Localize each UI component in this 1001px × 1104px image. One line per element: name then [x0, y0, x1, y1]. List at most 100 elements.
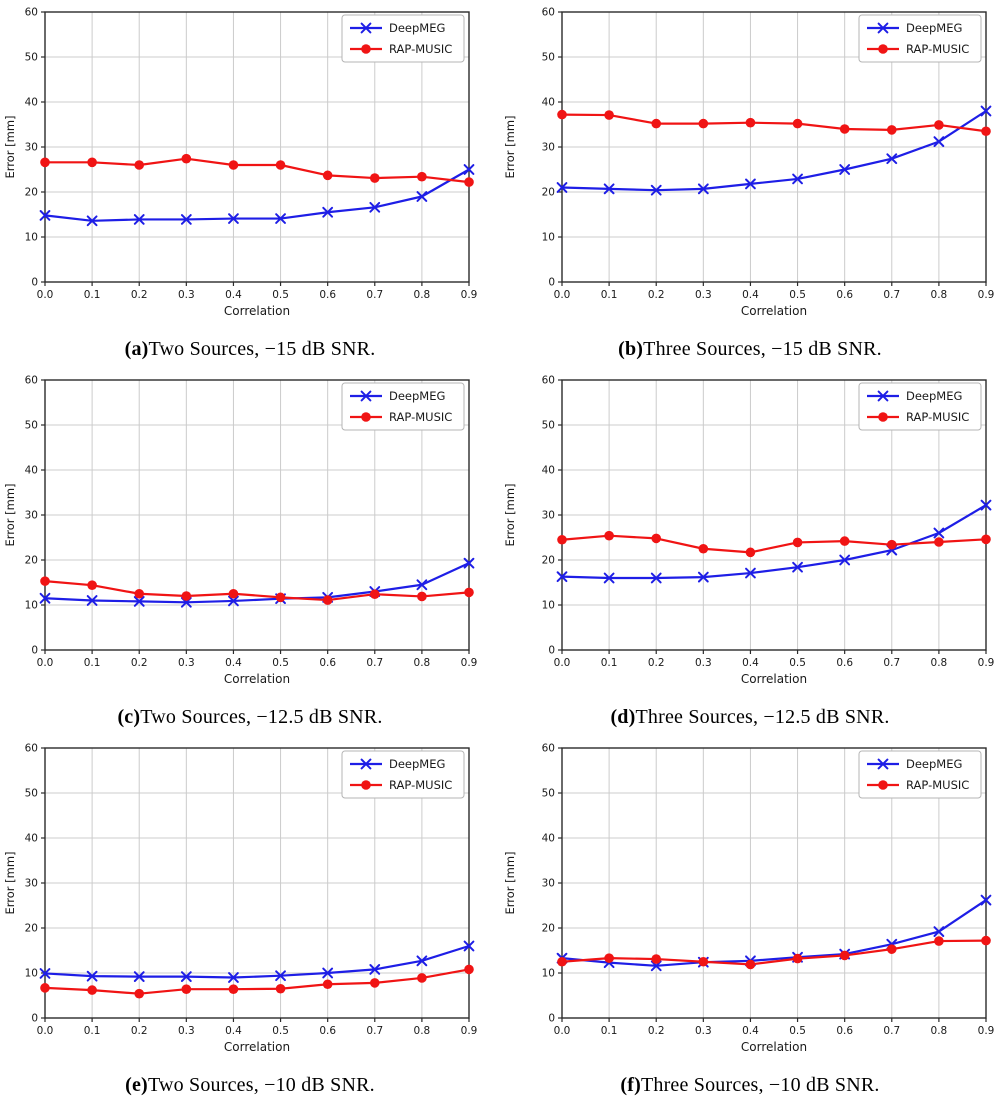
series-rap-music — [40, 964, 474, 999]
series-marker — [275, 983, 286, 994]
legend-label: RAP-MUSIC — [906, 42, 969, 56]
series-marker — [839, 124, 850, 134]
series-deepmeg — [39, 557, 475, 608]
series-marker — [180, 214, 192, 225]
series-marker — [980, 499, 992, 511]
legend: DeepMEG RAP-MUSIC — [858, 382, 982, 431]
legend-sample-marker — [877, 22, 889, 34]
y-axis-label: Error [mm] — [3, 851, 17, 914]
y-tick-label: 60 — [25, 7, 38, 19]
series-marker — [417, 591, 427, 602]
legend-sample-marker — [360, 22, 372, 34]
series-marker — [934, 120, 944, 130]
chart-f: 0 10 20 30 40 50 60 0.0 0.1 0.2 0.3 0.4 0.5 0.6 0.7 0.8… — [503, 743, 994, 1055]
tick-labels: 0 10 20 30 40 50 60 0.0 0.1 0.2 0.3 0.4 0.5 0.6 0.7 0.8… — [542, 375, 995, 670]
legend-box — [341, 750, 465, 799]
series-marker — [934, 537, 944, 547]
x-tick-label: 0.4 — [742, 657, 759, 669]
series-marker — [322, 206, 334, 218]
series-marker — [980, 894, 992, 906]
y-tick-label: 10 — [542, 232, 555, 244]
x-tick-label: 0.4 — [225, 1025, 242, 1037]
series-marker — [228, 972, 239, 983]
plot-border — [44, 747, 470, 1019]
series-marker — [886, 944, 897, 954]
x-tick-label: 0.5 — [272, 289, 289, 301]
series-marker — [322, 170, 333, 181]
y-tick-label: 20 — [542, 187, 555, 199]
legend-label: DeepMEG — [389, 389, 445, 403]
series-marker — [933, 136, 945, 147]
x-tick-label: 0.4 — [225, 657, 242, 669]
legend-label: RAP-MUSIC — [906, 778, 969, 792]
x-tick-label: 0.3 — [178, 289, 195, 301]
x-tick-label: 0.1 — [84, 1025, 101, 1037]
caption-f: (f) Three Sources, −10 dB SNR. — [620, 1066, 879, 1104]
y-tick-label: 0 — [31, 277, 38, 289]
figure-row-3: 0 10 20 30 40 50 60 0.0 0.1 0.2 0.3 0.4 0.5 0.6 0.7 0.8… — [0, 736, 1001, 1104]
x-tick-label: 0.0 — [37, 1025, 54, 1037]
y-tick-label: 40 — [542, 97, 555, 109]
legend-label: RAP-MUSIC — [389, 410, 452, 424]
x-tick-label: 0.6 — [836, 289, 853, 301]
series-marker — [133, 971, 145, 982]
series-marker — [603, 183, 615, 195]
chart-d: 0 10 20 30 40 50 60 0.0 0.1 0.2 0.3 0.4 0.5 0.6 0.7 0.8… — [503, 375, 995, 687]
x-tick-label: 0.4 — [742, 1025, 759, 1037]
x-tick-label: 0.3 — [695, 289, 712, 301]
series-marker — [651, 533, 662, 544]
tick-labels: 0 10 20 30 40 50 60 0.0 0.1 0.2 0.3 0.4 0.5 0.6 0.7 0.8… — [542, 7, 995, 302]
series-marker — [650, 184, 662, 196]
series-marker — [134, 160, 145, 170]
chart-panel-f: 0 10 20 30 40 50 60 0.0 0.1 0.2 0.3 0.4 0.5 0.6 0.7 0.8… — [500, 736, 1000, 1104]
series-marker — [133, 214, 145, 225]
tick-labels: 0 10 20 30 40 50 60 0.0 0.1 0.2 0.3 0.4 0.5 0.6 0.7 0.8… — [25, 375, 478, 670]
x-tick-label: 0.5 — [272, 657, 289, 669]
legend-box — [858, 382, 982, 431]
series-marker — [604, 530, 614, 541]
y-tick-label: 30 — [25, 142, 38, 154]
series-marker — [134, 588, 145, 599]
series-deepmeg — [556, 105, 992, 196]
x-tick-label: 0.2 — [648, 657, 665, 669]
series-line — [561, 939, 987, 966]
series-line — [44, 944, 470, 979]
legend-sample-marker — [877, 758, 889, 770]
y-tick-label: 30 — [25, 878, 38, 890]
legend-sample-marker — [877, 390, 889, 402]
legend-label: RAP-MUSIC — [906, 410, 969, 424]
x-tick-label: 0.3 — [178, 657, 195, 669]
series-marker — [697, 183, 709, 195]
x-tick-label: 0.2 — [648, 1025, 665, 1037]
series-marker — [87, 157, 97, 168]
series-line — [561, 534, 987, 554]
legend-label: DeepMEG — [906, 757, 962, 771]
legend-label: DeepMEG — [389, 757, 445, 771]
y-tick-label: 50 — [25, 420, 38, 432]
series-marker — [839, 950, 850, 961]
series-line — [44, 968, 470, 995]
series-marker — [556, 571, 568, 583]
series-marker — [228, 588, 239, 599]
series-marker — [86, 970, 98, 982]
legend-label: RAP-MUSIC — [389, 42, 452, 56]
series-marker — [463, 557, 475, 569]
series-marker — [604, 110, 614, 120]
plot-border — [44, 11, 470, 283]
legend-sample-marker — [878, 44, 888, 54]
series-marker — [228, 160, 239, 170]
chart-c: 0 10 20 30 40 50 60 0.0 0.1 0.2 0.3 0.4 0.5 0.6 0.7 0.8… — [3, 375, 478, 687]
series-marker — [228, 984, 239, 994]
x-axis-label: Correlation — [741, 304, 807, 318]
y-tick-label: 60 — [25, 375, 38, 387]
series-line — [561, 113, 987, 133]
y-tick-label: 0 — [31, 1013, 38, 1025]
series-marker — [792, 953, 803, 964]
x-tick-label: 0.0 — [554, 289, 571, 301]
y-tick-label: 0 — [548, 1013, 555, 1025]
y-tick-label: 0 — [548, 645, 555, 657]
series-marker — [698, 956, 709, 967]
series-marker — [416, 579, 428, 591]
series-marker — [40, 576, 50, 586]
